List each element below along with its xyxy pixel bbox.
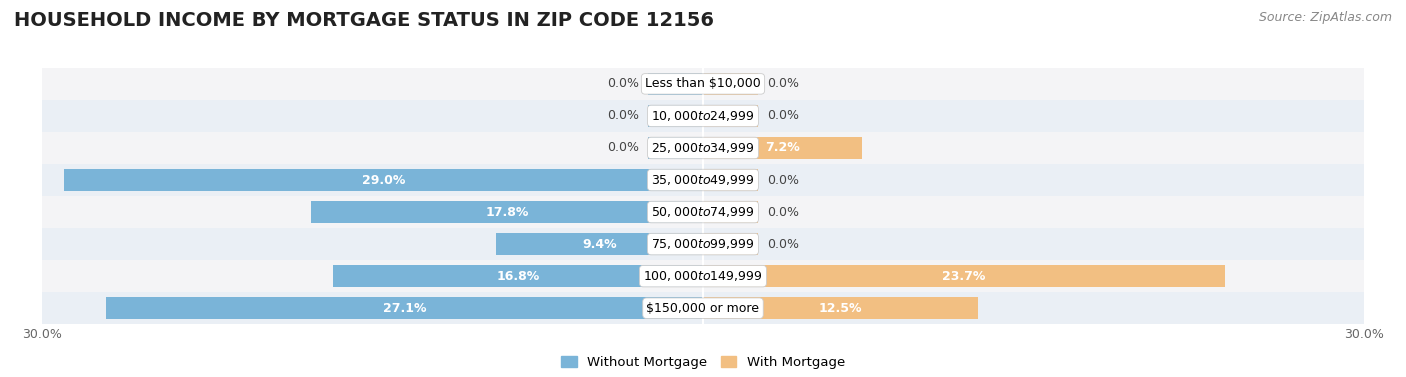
Text: 0.0%: 0.0% (766, 77, 799, 90)
Text: 23.7%: 23.7% (942, 270, 986, 283)
Bar (42, 196, 1364, 228)
Text: $100,000 to $149,999: $100,000 to $149,999 (644, 269, 762, 283)
Bar (42, 68, 1364, 100)
Bar (42, 132, 1364, 164)
Bar (65, 169, 703, 191)
Bar (42, 100, 1364, 132)
Bar (703, 233, 758, 255)
Text: 0.0%: 0.0% (607, 141, 640, 155)
Text: 0.0%: 0.0% (607, 77, 640, 90)
Text: 0.0%: 0.0% (766, 173, 799, 187)
Text: 0.0%: 0.0% (607, 109, 640, 123)
Text: Source: ZipAtlas.com: Source: ZipAtlas.com (1258, 11, 1392, 24)
Bar (648, 73, 703, 95)
Text: HOUSEHOLD INCOME BY MORTGAGE STATUS IN ZIP CODE 12156: HOUSEHOLD INCOME BY MORTGAGE STATUS IN Z… (14, 11, 714, 30)
Bar (703, 265, 1225, 287)
Text: 0.0%: 0.0% (766, 238, 799, 251)
Bar (648, 105, 703, 127)
Text: $10,000 to $24,999: $10,000 to $24,999 (651, 109, 755, 123)
Text: 27.1%: 27.1% (382, 302, 426, 315)
Bar (311, 201, 703, 223)
Bar (105, 297, 703, 319)
Legend: Without Mortgage, With Mortgage: Without Mortgage, With Mortgage (555, 351, 851, 374)
Bar (42, 164, 1364, 196)
Bar (42, 292, 1364, 324)
Text: $50,000 to $74,999: $50,000 to $74,999 (651, 205, 755, 219)
Text: 16.8%: 16.8% (496, 270, 540, 283)
Text: 29.0%: 29.0% (361, 173, 405, 187)
Text: 0.0%: 0.0% (766, 109, 799, 123)
Text: $75,000 to $99,999: $75,000 to $99,999 (651, 237, 755, 251)
Text: 17.8%: 17.8% (485, 205, 529, 219)
Bar (703, 169, 758, 191)
Bar (496, 233, 703, 255)
Text: 12.5%: 12.5% (818, 302, 862, 315)
Bar (42, 228, 1364, 260)
Bar (42, 260, 1364, 292)
Bar (703, 105, 758, 127)
Bar (648, 137, 703, 159)
Text: $150,000 or more: $150,000 or more (647, 302, 759, 315)
Text: 9.4%: 9.4% (582, 238, 617, 251)
Bar (703, 297, 979, 319)
Text: Less than $10,000: Less than $10,000 (645, 77, 761, 90)
Bar (703, 137, 862, 159)
Bar (703, 201, 758, 223)
Text: 0.0%: 0.0% (766, 205, 799, 219)
Bar (703, 73, 758, 95)
Text: 7.2%: 7.2% (765, 141, 800, 155)
Bar (333, 265, 703, 287)
Text: $25,000 to $34,999: $25,000 to $34,999 (651, 141, 755, 155)
Text: $35,000 to $49,999: $35,000 to $49,999 (651, 173, 755, 187)
